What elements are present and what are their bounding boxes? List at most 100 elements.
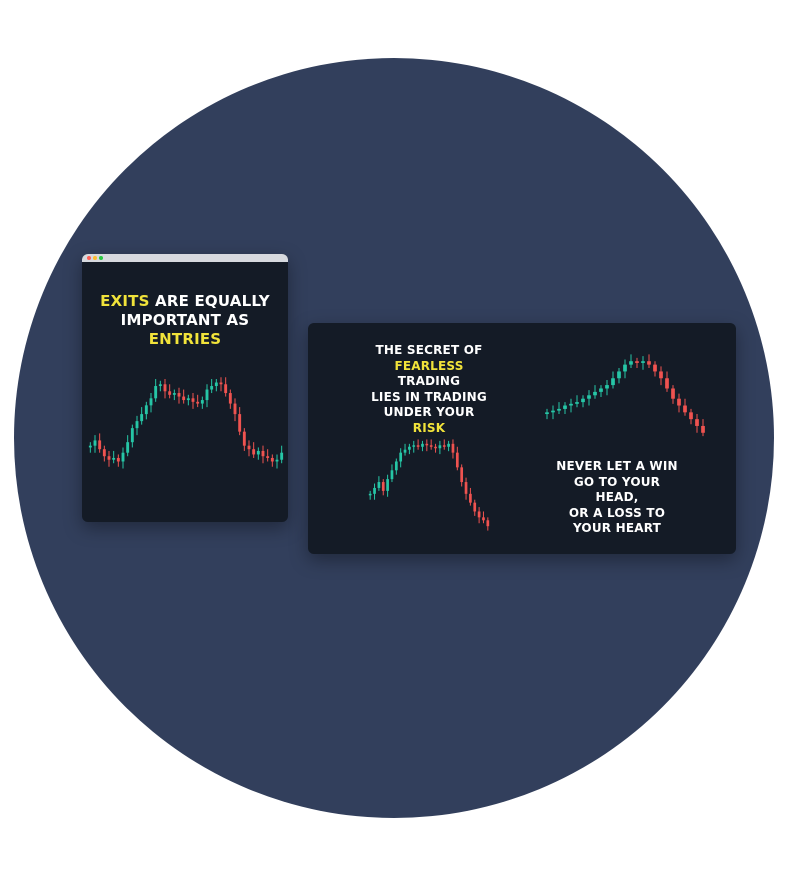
quote-fearless-trading: THE SECRET OF FEARLESS TRADING LIES IN T…: [364, 343, 494, 436]
candle-bullish: [256, 450, 260, 455]
candle-bullish: [121, 452, 125, 462]
candle-bullish: [373, 487, 376, 494]
candle-bullish: [186, 398, 190, 401]
candle-bullish: [158, 384, 162, 387]
quote-text: UNDER YOUR: [383, 405, 475, 419]
candle-bearish: [451, 443, 455, 453]
candle-bullish: [623, 364, 627, 372]
quote-text: THE SECRET OF: [375, 343, 483, 357]
candle-bullish: [593, 391, 597, 396]
candle-bearish: [224, 384, 228, 394]
candle-bearish: [665, 378, 669, 389]
candle-bullish: [386, 479, 389, 491]
quote-highlight: FEARLESS: [394, 358, 464, 373]
candle-bullish: [629, 361, 633, 365]
candle-bearish: [701, 425, 705, 433]
candle-bullish: [438, 445, 442, 449]
candle-bearish: [689, 412, 693, 420]
candle-bullish: [611, 378, 615, 386]
candle-bullish: [368, 493, 372, 496]
candle-bullish: [172, 393, 176, 395]
quote-highlight: EXITS: [100, 292, 150, 310]
candle-bullish: [130, 428, 134, 443]
candle-bearish: [233, 403, 237, 415]
candle-bullish: [563, 405, 567, 409]
quote-text: GO TO YOUR HEAD,: [573, 474, 661, 505]
candle-bearish: [219, 382, 223, 385]
quote-text: ARE EQUALLY: [149, 292, 270, 310]
window-minimize-dot[interactable]: [93, 256, 97, 260]
candle-bearish: [107, 456, 111, 460]
candle-bullish: [421, 443, 424, 447]
candle-bullish: [275, 459, 279, 462]
window-maximize-dot[interactable]: [99, 256, 103, 260]
candle-bearish: [182, 396, 186, 401]
candle-bullish: [149, 398, 153, 406]
candle-bearish: [266, 456, 270, 458]
candle-bearish: [473, 502, 477, 512]
candle-bearish: [191, 398, 195, 402]
candle-bearish: [416, 445, 420, 447]
candle-bearish: [671, 388, 675, 399]
quote-text: NEVER LET A WIN: [556, 459, 678, 473]
candle-bullish: [394, 461, 398, 471]
candle-bullish: [581, 398, 585, 403]
candle-bearish: [102, 449, 106, 457]
candle-bearish: [196, 401, 200, 404]
quote-highlight: ENTRIES: [148, 330, 222, 348]
window-close-dot[interactable]: [87, 256, 91, 260]
candle-bullish: [135, 421, 139, 429]
candle-bearish: [238, 414, 242, 432]
candle-bearish: [695, 419, 699, 426]
candle-bullish: [403, 449, 407, 453]
candle-bullish: [617, 371, 621, 379]
candle-bullish: [377, 482, 381, 488]
candle-bullish: [210, 386, 214, 390]
candle-bearish: [252, 449, 256, 455]
candle-bearish: [469, 493, 472, 503]
candle-bearish: [464, 482, 468, 494]
candle-bullish: [605, 385, 609, 389]
candle-bullish: [390, 470, 394, 480]
candle-bullish: [551, 410, 555, 413]
candle-bearish: [261, 450, 265, 457]
candle-bullish: [154, 386, 158, 399]
window-titlebar: [82, 254, 288, 262]
candle-bearish: [177, 393, 181, 397]
candle-bearish: [168, 391, 172, 395]
candle-bearish: [486, 520, 490, 527]
candle-bullish: [280, 452, 284, 460]
candle-bullish: [88, 445, 92, 448]
quote-text: YOUR HEART: [572, 521, 662, 535]
card-exits-entries: EXITS ARE EQUALLY IMPORTANT AS ENTRIES: [82, 254, 288, 522]
candle-bearish: [228, 393, 232, 404]
candle-bullish: [408, 446, 411, 450]
quote-exits-entries: EXITS ARE EQUALLY IMPORTANT AS ENTRIES: [82, 292, 288, 349]
candle-bearish: [98, 440, 102, 450]
candle-bearish: [429, 445, 433, 447]
candle-bullish: [599, 388, 603, 392]
candlestick-chart-left: [88, 377, 284, 469]
candle-bearish: [455, 452, 459, 468]
candlestick-chart-bottom: [368, 439, 490, 531]
candle-bearish: [163, 384, 167, 392]
quote-text: OR A LOSS TO: [568, 505, 666, 520]
candle-bullish: [399, 452, 403, 462]
candle-bullish: [205, 389, 209, 401]
candle-bearish: [477, 511, 481, 518]
candle-bullish: [200, 400, 204, 404]
candle-bearish: [635, 361, 639, 363]
candle-bullish: [447, 443, 450, 447]
quote-text: IMPORTANT AS: [120, 311, 250, 329]
candle-bearish: [116, 457, 120, 462]
candlestick-chart-top: [545, 354, 705, 437]
candle-bullish: [412, 445, 416, 447]
candle-bearish: [381, 482, 385, 491]
candle-bearish: [482, 517, 485, 521]
candle-bullish: [140, 414, 144, 422]
candle-bullish: [214, 382, 218, 387]
candle-bearish: [425, 443, 429, 446]
quote-text: LIES IN TRADING: [371, 389, 487, 404]
candle-bullish: [641, 361, 645, 363]
candle-bullish: [93, 440, 97, 446]
